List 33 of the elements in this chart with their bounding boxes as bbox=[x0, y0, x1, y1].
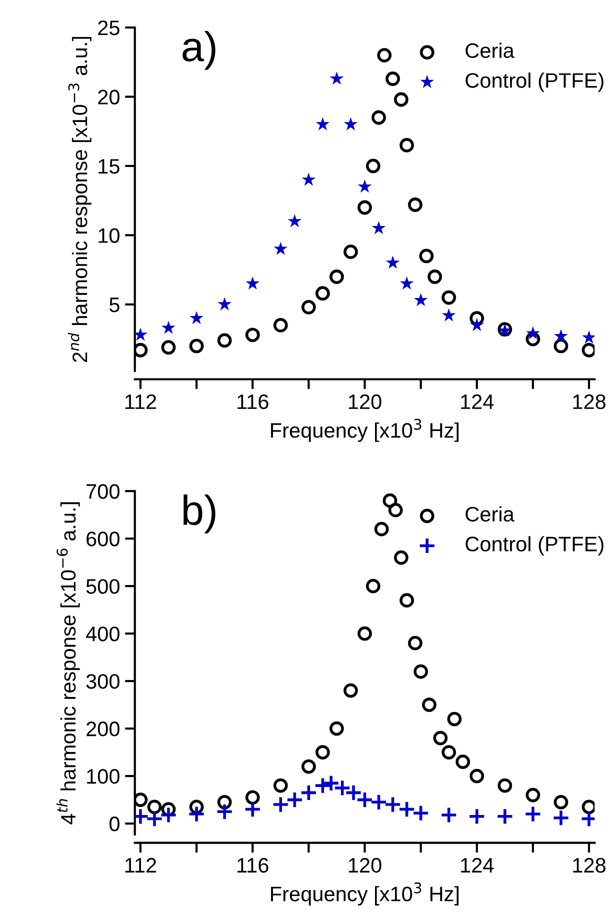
x-axis-title: Frequency [x10$^{3}$ Hz] bbox=[271, 882, 459, 906]
y-tick-label: 700 bbox=[86, 484, 120, 499]
legend-label: Control (PTFE) bbox=[466, 536, 604, 556]
y-tick-label: 300 bbox=[86, 674, 120, 689]
y-tick-label: 600 bbox=[86, 532, 120, 546]
y-tick-label: 100 bbox=[87, 769, 120, 784]
y-tick-label: 5 bbox=[110, 298, 120, 312]
y-tick-label: 200 bbox=[86, 722, 120, 736]
legend-label: Ceria bbox=[466, 42, 514, 58]
y-axis-title: 4$^{th}$ harmonic response [x10$^{−6}$ a.u.] bbox=[56, 502, 80, 824]
y-tick-label: 400 bbox=[86, 626, 120, 642]
chart-title: b) bbox=[184, 494, 216, 534]
y-tick-label: 500 bbox=[86, 579, 120, 594]
x-tick-label: 124 bbox=[461, 394, 494, 409]
x-tick-label: 124 bbox=[461, 858, 494, 872]
legend-label: Control (PTFE) bbox=[466, 72, 604, 92]
x-tick-label: 112 bbox=[125, 858, 156, 872]
x-axis-title: Frequency [x10$^{3}$ Hz] bbox=[271, 418, 459, 442]
x-tick-label: 120 bbox=[348, 858, 382, 873]
y-tick-label: 0 bbox=[110, 816, 120, 832]
x-tick-label: 116 bbox=[238, 394, 268, 410]
x-tick-label: 120 bbox=[348, 394, 382, 410]
x-tick-label: 116 bbox=[238, 858, 268, 873]
y-tick-label: 20 bbox=[98, 90, 120, 104]
y-tick-label: 15 bbox=[98, 159, 120, 174]
y-axis-title: 2$^{nd}$ harmonic response [x10$^{−3}$ a.u.] bbox=[68, 36, 92, 362]
chart-title: a) bbox=[182, 30, 216, 70]
y-tick-label: 25 bbox=[98, 20, 120, 36]
x-tick-label: 112 bbox=[125, 394, 156, 409]
legend-label: Ceria bbox=[466, 506, 514, 522]
x-tick-label: 128 bbox=[573, 858, 606, 873]
y-tick-label: 10 bbox=[98, 228, 120, 243]
x-tick-label: 128 bbox=[573, 394, 606, 410]
